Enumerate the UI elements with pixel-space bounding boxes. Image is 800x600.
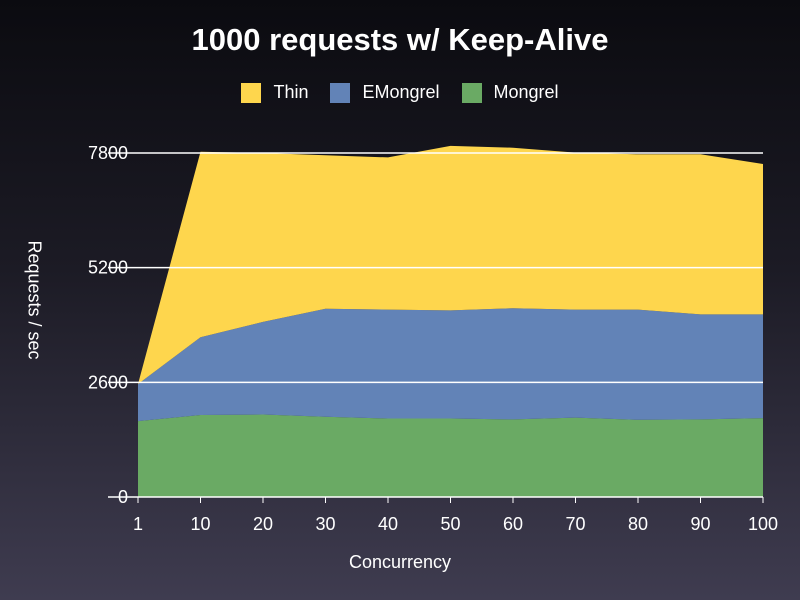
legend-label-emongrel: EMongrel — [362, 82, 440, 102]
x-tick-label: 30 — [315, 514, 335, 534]
legend-item-emongrel: EMongrel — [330, 82, 440, 103]
y-tick-label: 7800 — [88, 143, 128, 163]
x-tick-label: 70 — [565, 514, 585, 534]
legend-swatch-mongrel — [461, 82, 482, 103]
legend-label-thin: Thin — [273, 82, 309, 102]
x-tick-label: 90 — [690, 514, 710, 534]
x-tick-label: 80 — [628, 514, 648, 534]
legend-item-mongrel: Mongrel — [461, 82, 559, 103]
legend-swatch-thin — [241, 82, 262, 103]
legend-item-thin: Thin — [241, 82, 308, 103]
x-tick-label: 10 — [190, 514, 210, 534]
area-emongrel — [138, 308, 763, 422]
x-axis-label: Concurrency — [348, 552, 452, 572]
x-tick-label: 100 — [748, 514, 778, 534]
legend: Thin EMongrel Mongrel — [0, 82, 800, 103]
x-tick-label: 40 — [378, 514, 398, 534]
chart-title: 1000 requests w/ Keep-Alive — [191, 22, 609, 57]
y-tick-label: 5200 — [88, 258, 128, 278]
x-tick-label: 50 — [440, 514, 460, 534]
x-tick-label: 60 — [503, 514, 523, 534]
y-tick-label: 2600 — [88, 372, 128, 392]
x-tick-label: 1 — [133, 514, 143, 534]
legend-label-mongrel: Mongrel — [493, 82, 559, 102]
area-mongrel — [138, 414, 763, 497]
legend-swatch-emongrel — [330, 82, 351, 103]
x-tick-label: 20 — [253, 514, 273, 534]
area-thin — [138, 145, 763, 385]
y-axis-label: Requests / sec — [24, 240, 45, 360]
y-tick-label: 0 — [118, 487, 128, 507]
